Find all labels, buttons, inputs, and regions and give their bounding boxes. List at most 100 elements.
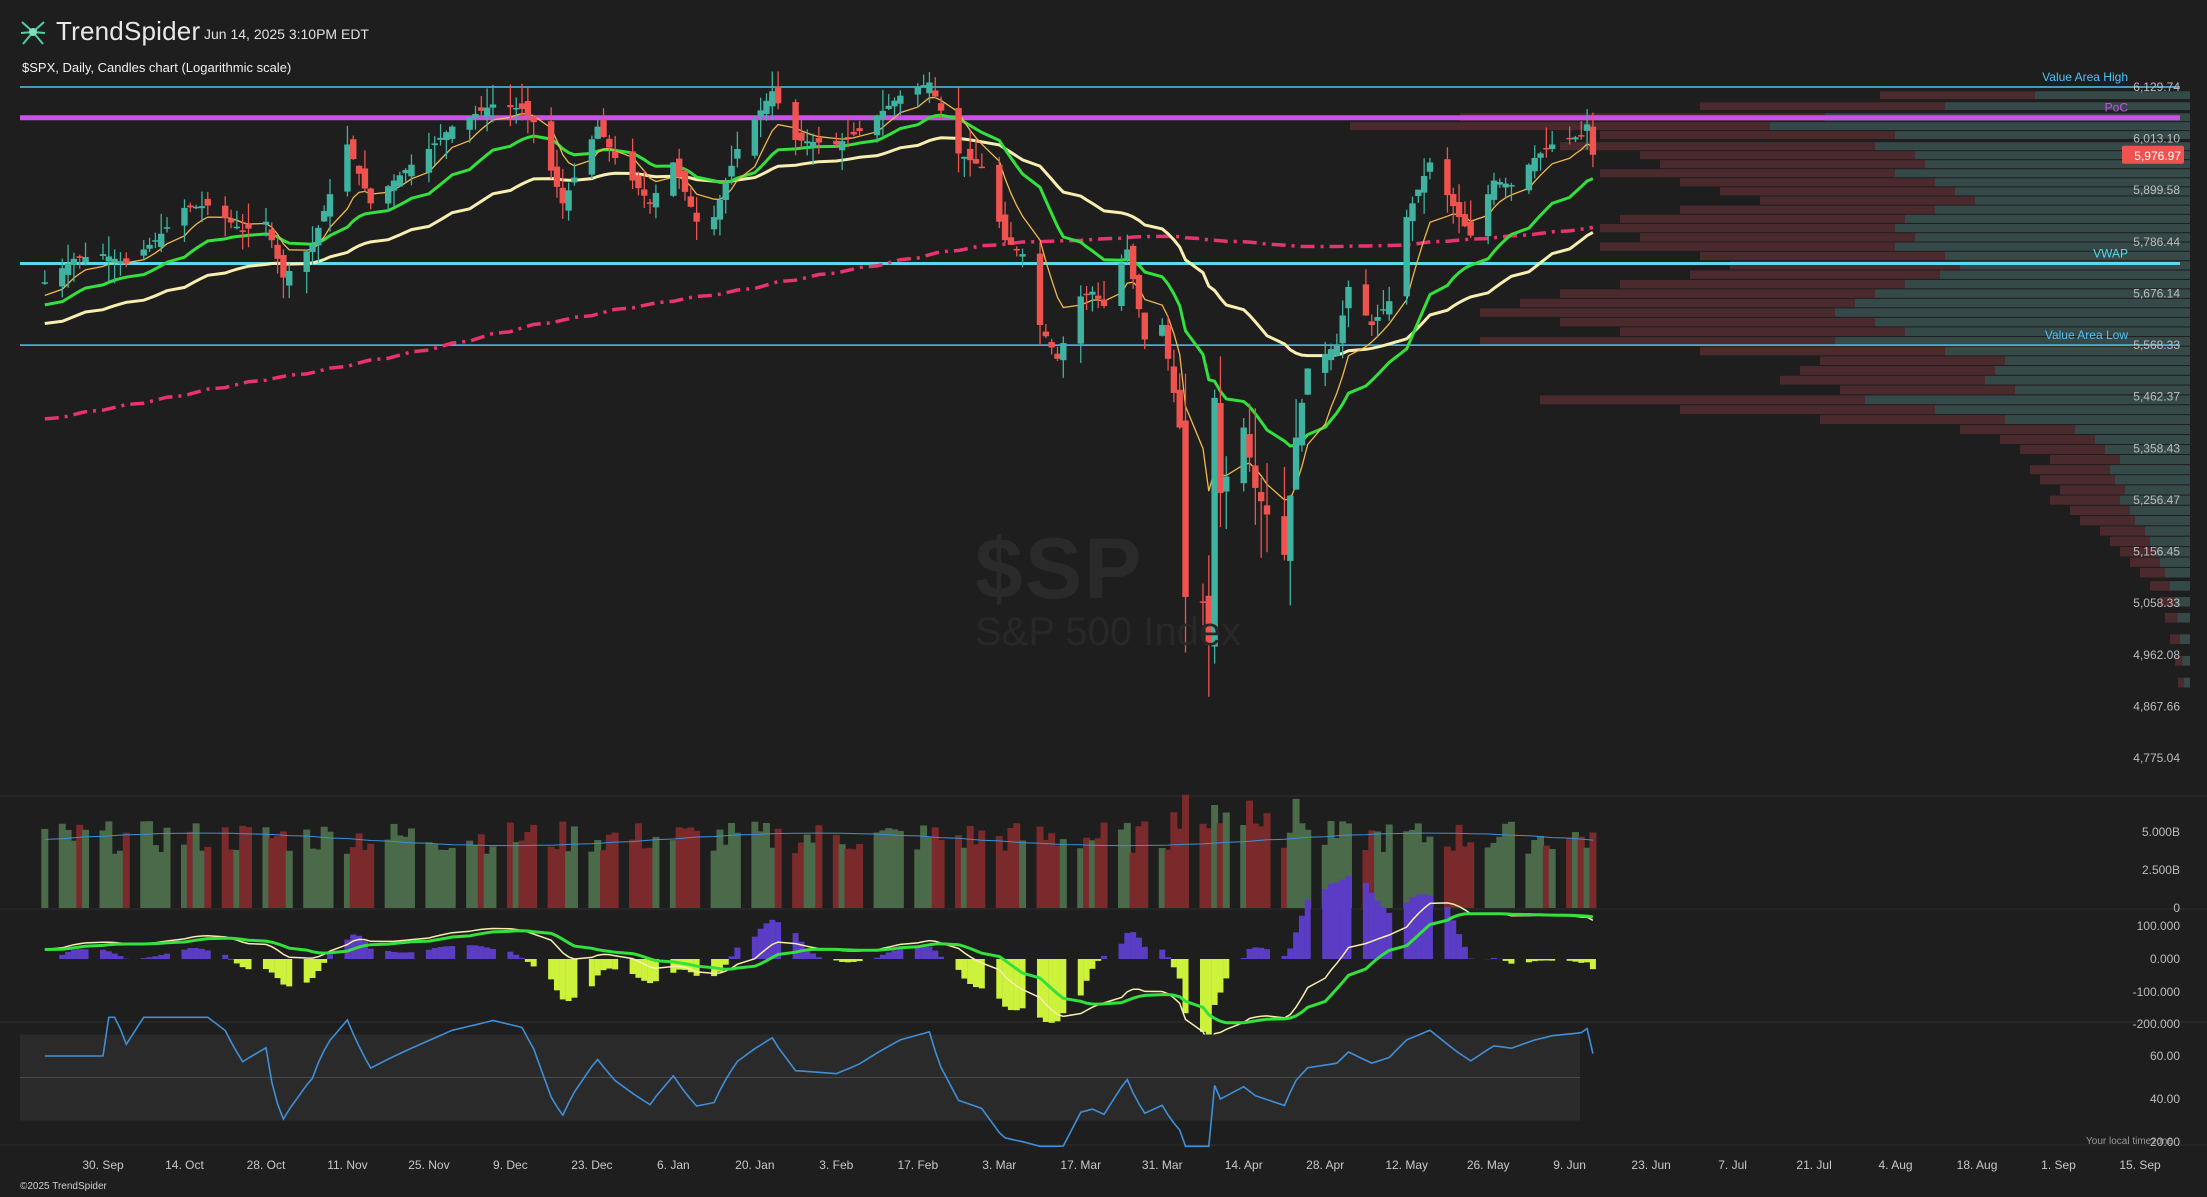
brand-logo[interactable]: TrendSpider [18,16,200,47]
candle-body [1223,476,1230,492]
candle [1252,408,1259,525]
candle [274,236,281,274]
candle [1455,184,1463,234]
macd-histogram-bar [274,959,281,979]
volume-bar [116,850,124,908]
candle [1484,184,1492,245]
candle [966,130,974,177]
date-axis-tick-label: 23. Dec [571,1158,612,1172]
macd-histogram-bar [1298,915,1305,959]
volume-profile-bar-up [1935,178,2190,187]
candle-body [611,151,619,158]
candle [158,213,165,253]
macd-histogram-bar [181,949,188,959]
macd-histogram-bar [222,954,229,959]
macd-histogram-bar [612,959,619,970]
candle-body [1124,249,1131,259]
macd-histogram-bar [239,959,246,968]
volume-profile-bar-up [1915,151,2190,160]
candle [1124,234,1131,264]
volume-bar [972,844,980,908]
candle [1141,312,1148,350]
candle [355,165,363,186]
candle-body [774,86,782,104]
macd-histogram-bar [978,959,985,989]
candle-body [1327,349,1335,361]
volume-profile-bar-up [1875,289,2190,298]
candle-body [716,199,724,220]
volume-bar [559,821,567,908]
macd-histogram-bar [1537,959,1544,961]
candle [559,168,566,219]
macd-histogram-bar [431,948,438,959]
candle [192,204,200,210]
volume-profile-bar-up [1945,251,2190,261]
volume-profile-bar-up [2035,91,2190,100]
price-axis-tick-label: 5,676.14 [2133,287,2180,301]
candle [809,133,817,166]
volume-profile-bar-down [1880,91,2035,100]
candle [489,85,497,123]
volume-bar [920,825,928,908]
volume-bar [1164,849,1172,908]
price-axis-tick-label: 4,962.08 [2133,648,2180,662]
volume-profile-bar-up [2170,581,2190,591]
volume-profile-bar-up [1960,261,2190,270]
macd-histogram-bar [763,923,770,959]
candle-body [1205,595,1212,646]
volume-bar [448,847,456,908]
volume-profile-bar-up [2182,655,2190,666]
volume-bar [70,840,78,908]
volume-bar [1414,823,1422,908]
candle-body [530,116,537,123]
candle-body [1467,221,1474,236]
candle-body [1543,147,1550,150]
price-axis-tick-label: 5,358.43 [2133,441,2180,455]
candle [1543,127,1550,158]
macd-histogram-bar [111,953,118,959]
candle-body [1484,194,1492,237]
price-axis-tick-label: 5,256.47 [2133,493,2180,507]
date-axis-tick-label: 3. Feb [819,1158,853,1172]
macd-histogram-bar [1176,959,1183,979]
candle [838,133,846,171]
candle [774,71,782,110]
volume-bar [600,850,608,908]
candle-body [932,90,939,97]
macd-histogram-bar [1095,959,1102,961]
poc-label: PoC [2105,101,2129,115]
candle [1525,163,1533,194]
candle [82,242,89,266]
volume-bar [396,835,404,908]
candle [431,136,438,166]
macd-histogram-bar [146,957,153,959]
macd-histogram-bar [245,959,252,970]
macd-histogram-bar [489,948,496,959]
date-axis-tick-label: 7. Jul [1718,1158,1747,1172]
macd-histogram-bar [1211,959,1218,1005]
candle [449,125,456,143]
price-axis-tick-label: 5,786.44 [2133,235,2180,249]
volume-profile-bar-up [1905,279,2190,289]
candle-body [70,258,78,265]
candle-body [355,165,363,174]
candle [1263,462,1271,553]
candle [757,97,764,138]
candle [629,138,636,190]
macd-histogram-bar [844,959,851,963]
volume-bar [471,844,479,908]
candle [320,205,328,222]
candle [1426,157,1434,180]
candle-body [1159,325,1166,336]
candle-body [1257,491,1265,502]
candle-body [163,227,171,229]
candle [1007,222,1015,246]
volume-profile-bar-down [1820,415,2005,425]
volume-bar [1362,850,1370,908]
candle [1001,201,1009,244]
macd-histogram-bar [286,959,293,987]
volume-bar [797,842,805,908]
volume-bar [1577,836,1585,908]
volume-bar [82,829,90,908]
